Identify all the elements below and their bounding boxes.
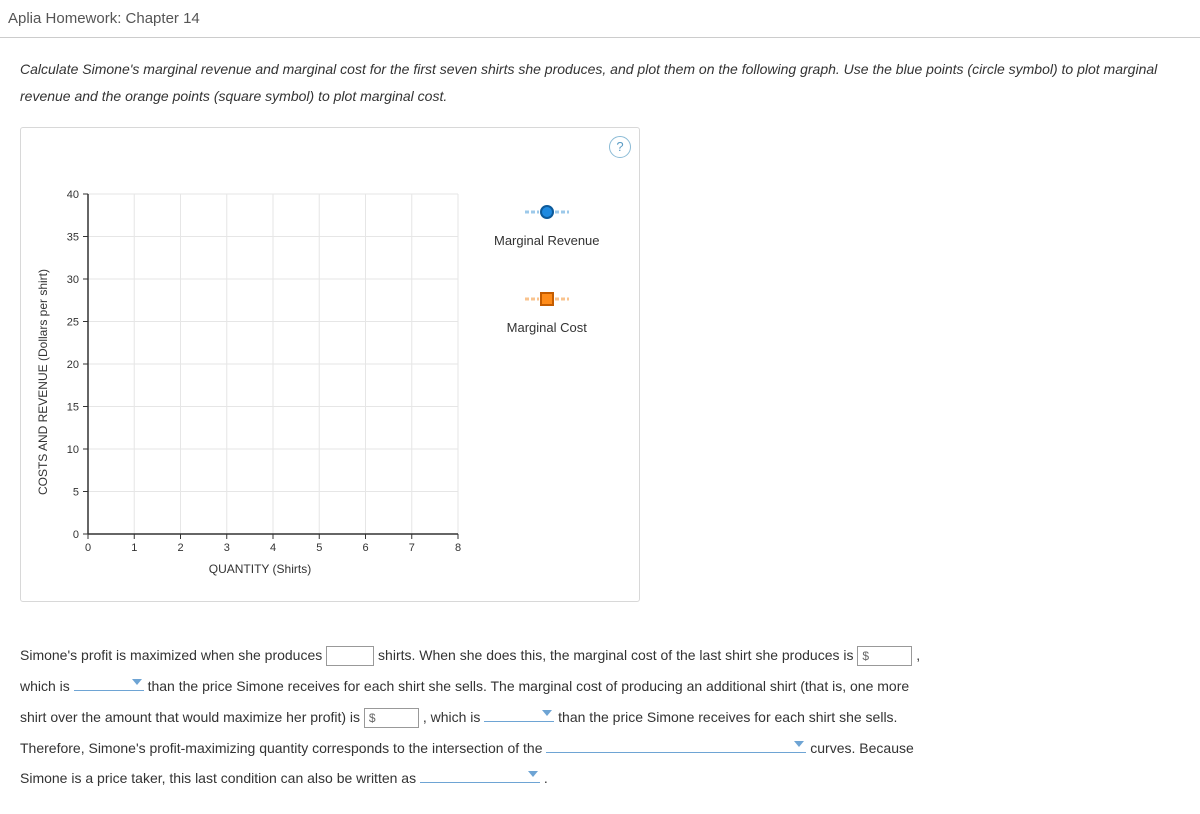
graph-row: COSTS AND REVENUE (Dollars per shirt) 0 1…	[36, 188, 624, 576]
graph-card: ? COSTS AND REVENUE (Dollars per shirt) …	[20, 127, 640, 602]
content-area: Calculate Simone's marginal revenue and …	[0, 38, 1200, 814]
svg-text:40: 40	[67, 189, 79, 201]
text-fragment: curves. Because	[810, 740, 914, 756]
text-fragment: .	[544, 770, 548, 786]
text-fragment: shirt over the amount that would maximiz…	[20, 709, 360, 725]
svg-text:0: 0	[73, 529, 79, 541]
text-fragment: Simone is a price taker, this last condi…	[20, 770, 416, 786]
help-icon[interactable]: ?	[609, 136, 631, 158]
svg-text:20: 20	[67, 359, 79, 371]
plot-column: 0 1 2 3 4 5 6 7 8 0 5 10 15 20 25 30 35 40 QUANTITY (Shir…	[56, 188, 464, 576]
svg-text:3: 3	[224, 542, 230, 554]
legend-label: Marginal Cost	[494, 320, 600, 335]
svg-text:1: 1	[131, 542, 137, 554]
text-fragment: Simone's profit is maximized when she pr…	[20, 647, 322, 663]
svg-text:35: 35	[67, 232, 79, 244]
circle-marker-icon	[525, 203, 569, 221]
text-fragment: than the price Simone receives for each …	[558, 709, 897, 725]
svg-text:4: 4	[270, 542, 276, 554]
mc-next-input[interactable]: $	[364, 708, 419, 728]
compare-dropdown-2[interactable]	[484, 704, 554, 722]
x-axis-label: QUANTITY (Shirts)	[56, 562, 464, 576]
text-fragment: shirts. When she does this, the marginal…	[378, 647, 853, 663]
text-fragment: which is	[20, 678, 70, 694]
svg-text:10: 10	[67, 444, 79, 456]
compare-dropdown-1[interactable]	[74, 673, 144, 691]
legend-label: Marginal Revenue	[494, 233, 600, 248]
svg-text:6: 6	[362, 542, 368, 554]
svg-text:7: 7	[409, 542, 415, 554]
page-header: Aplia Homework: Chapter 14	[0, 0, 1200, 38]
svg-text:25: 25	[67, 317, 79, 329]
svg-text:0: 0	[85, 542, 91, 554]
condition-dropdown[interactable]	[420, 765, 540, 783]
text-fragment: than the price Simone receives for each …	[148, 678, 910, 694]
page-title: Aplia Homework: Chapter 14	[8, 10, 200, 27]
svg-text:8: 8	[455, 542, 461, 554]
text-fragment: Therefore, Simone's profit-maximizing qu…	[20, 740, 542, 756]
legend-item-mr[interactable]: Marginal Revenue	[494, 203, 600, 248]
legend-item-mc[interactable]: Marginal Cost	[494, 290, 600, 335]
svg-text:15: 15	[67, 402, 79, 414]
svg-text:5: 5	[73, 487, 79, 499]
square-marker-icon	[525, 290, 569, 308]
curves-dropdown[interactable]	[546, 735, 806, 753]
y-axis-label: COSTS AND REVENUE (Dollars per shirt)	[36, 269, 50, 495]
svg-text:30: 30	[67, 274, 79, 286]
svg-text:2: 2	[177, 542, 183, 554]
instructions-text: Calculate Simone's marginal revenue and …	[20, 56, 1180, 109]
legend: Marginal Revenue Marginal Cost	[494, 203, 600, 377]
fill-in-paragraph: Simone's profit is maximized when she pr…	[20, 640, 1180, 794]
chart-svg[interactable]: 0 1 2 3 4 5 6 7 8 0 5 10 15 20 25 30 35 40	[56, 188, 464, 556]
text-fragment: , which is	[423, 709, 481, 725]
svg-text:5: 5	[316, 542, 322, 554]
text-fragment: ,	[916, 647, 920, 663]
mc-last-input[interactable]: $	[857, 646, 912, 666]
quantity-input[interactable]	[326, 646, 374, 666]
